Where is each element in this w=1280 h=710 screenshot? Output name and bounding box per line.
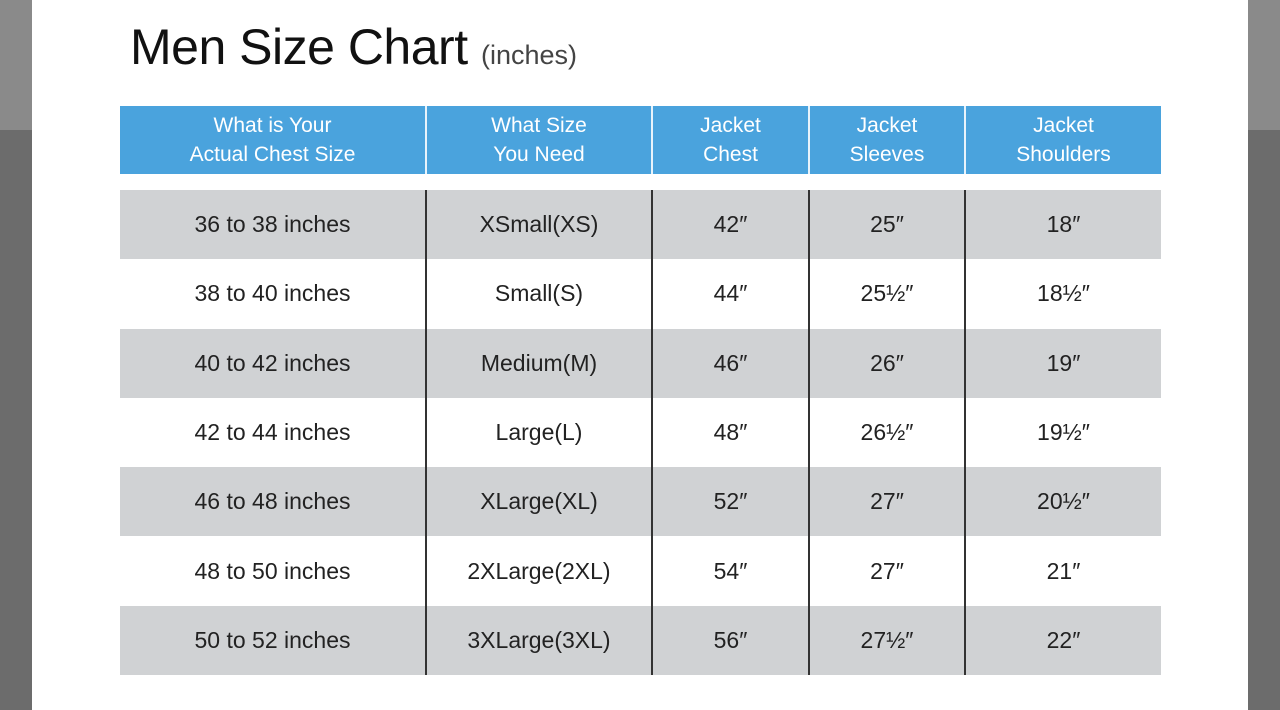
table-cell: 18″ bbox=[964, 190, 1161, 260]
header-cell: Jacket Chest bbox=[651, 106, 808, 174]
table-cell: 48 to 50 inches bbox=[194, 557, 351, 584]
table-cell: 50 to 52 inches bbox=[194, 626, 351, 653]
table-row: 38 to 40 inches Small(S) 44″ 25½″ 18½″ bbox=[120, 259, 1161, 329]
title-text: Men Size Chart bbox=[130, 19, 468, 75]
table-cell: 42″ bbox=[651, 190, 808, 260]
title-unit: (inches) bbox=[481, 40, 578, 70]
table-cell: 46″ bbox=[651, 328, 808, 398]
table-row: 46 to 48 inches XLarge(XL) 52″ 27″ 20½″ bbox=[120, 467, 1161, 537]
table-cell: 19″ bbox=[964, 328, 1161, 398]
table-row: 48 to 50 inches 2XLarge(2XL) 54″ 27″ 21″ bbox=[120, 536, 1161, 606]
table-cell: 3XLarge(3XL) bbox=[425, 605, 651, 676]
table-cell: 21″ bbox=[964, 536, 1161, 606]
table-cell: Large(L) bbox=[425, 397, 651, 468]
header-cell: What is Your Actual Chest Size bbox=[189, 114, 356, 166]
table-cell: 54″ bbox=[651, 536, 808, 606]
table-cell: 52″ bbox=[651, 467, 808, 537]
table-cell: 36 to 38 inches bbox=[194, 211, 351, 238]
table-cell: 38 to 40 inches bbox=[194, 280, 351, 307]
table-cell: 2XLarge(2XL) bbox=[425, 536, 651, 606]
table-cell: 42 to 44 inches bbox=[194, 419, 351, 446]
table-cell: 56″ bbox=[651, 605, 808, 676]
table-row: 50 to 52 inches 3XLarge(3XL) 56″ 27½″ 22″ bbox=[120, 605, 1161, 676]
table-cell: XSmall(XS) bbox=[425, 190, 651, 260]
table-body: 36 to 38 inches XSmall(XS) 42″ 25″ 18″ 38 to … bbox=[120, 190, 1161, 676]
table-cell: 27½″ bbox=[808, 605, 964, 676]
table-row: 36 to 38 inches XSmall(XS) 42″ 25″ 18″ bbox=[120, 190, 1161, 260]
table-cell: Medium(M) bbox=[425, 328, 651, 398]
table-cell: 40 to 42 inches bbox=[194, 349, 351, 376]
table-cell: 27″ bbox=[808, 467, 964, 537]
table-header: What is Your Actual Chest Size What Size… bbox=[120, 106, 1161, 174]
table-cell: 26″ bbox=[808, 328, 964, 398]
table-cell: 44″ bbox=[651, 259, 808, 329]
table-cell: 22″ bbox=[964, 605, 1161, 676]
table-cell: 25½″ bbox=[808, 259, 964, 329]
size-chart-table: What is Your Actual Chest Size What Size… bbox=[120, 106, 1161, 676]
table-cell: 46 to 48 inches bbox=[194, 488, 351, 515]
header-cell: What Size You Need bbox=[425, 106, 651, 174]
table-cell: 18½″ bbox=[964, 259, 1161, 329]
table-row: 42 to 44 inches Large(L) 48″ 26½″ 19½″ bbox=[120, 397, 1161, 468]
table-cell: 48″ bbox=[651, 397, 808, 468]
table-row: 40 to 42 inches Medium(M) 46″ 26″ 19″ bbox=[120, 328, 1161, 398]
table-cell: 20½″ bbox=[964, 467, 1161, 537]
page-title: Men Size Chart (inches) bbox=[130, 18, 577, 76]
table-cell: XLarge(XL) bbox=[425, 467, 651, 537]
table-cell: 25″ bbox=[808, 190, 964, 260]
table-cell: Small(S) bbox=[425, 259, 651, 329]
table-cell: 26½″ bbox=[808, 397, 964, 468]
table-cell: 27″ bbox=[808, 536, 964, 606]
header-cell: Jacket Shoulders bbox=[964, 106, 1161, 174]
table-cell: 19½″ bbox=[964, 397, 1161, 468]
header-cell: Jacket Sleeves bbox=[808, 106, 964, 174]
